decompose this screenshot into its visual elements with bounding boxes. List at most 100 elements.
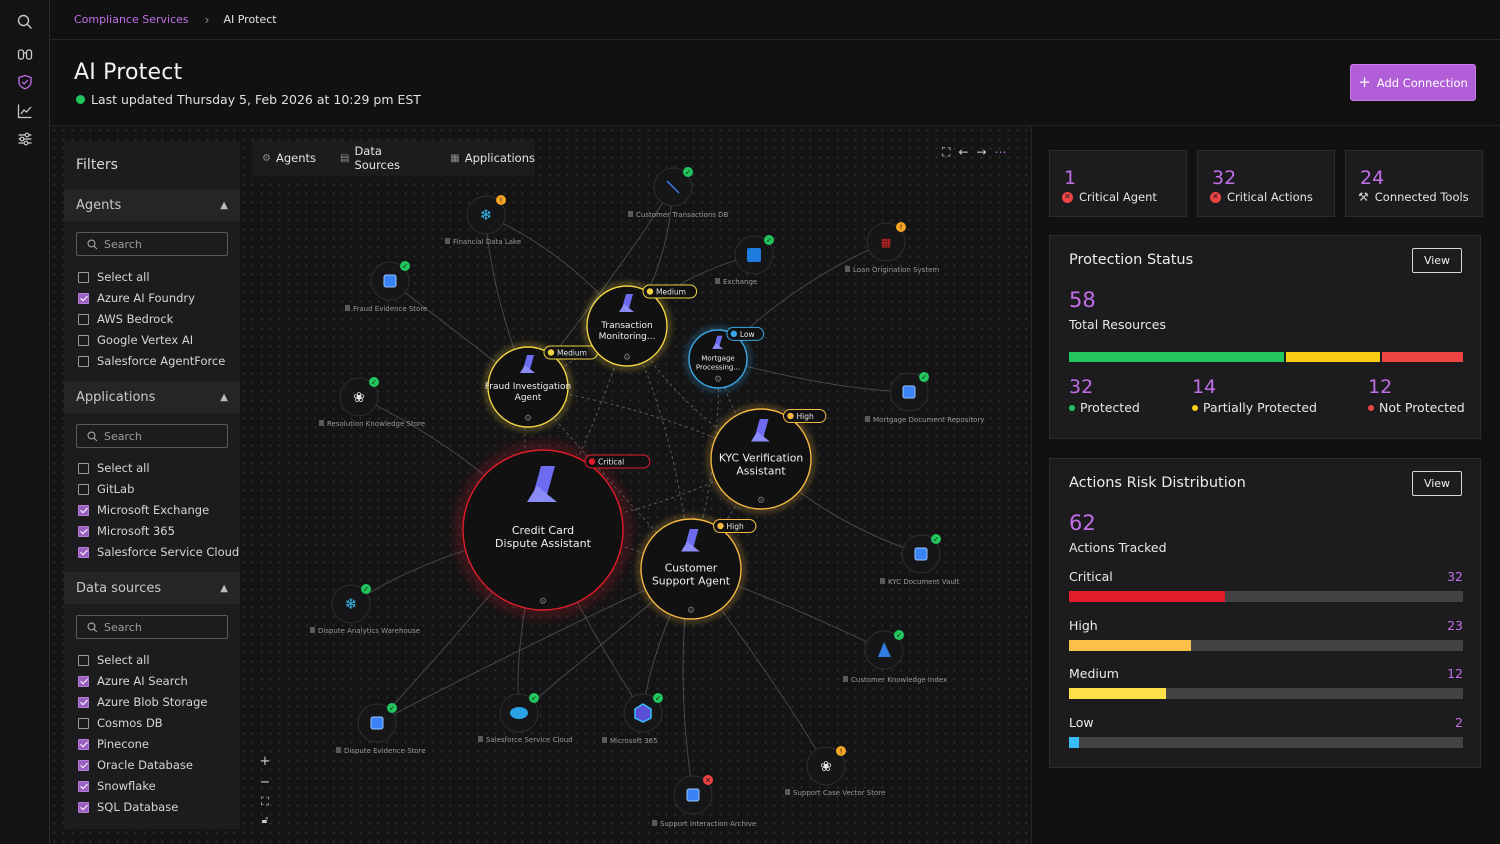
search-icon <box>87 621 98 632</box>
resource-node[interactable]: ❄ ✓ Dispute Analytics Warehouse <box>310 584 420 635</box>
checkbox-checked-icon[interactable] <box>78 292 89 304</box>
agent-glow <box>583 282 671 370</box>
filter-option[interactable]: Select all <box>78 269 150 285</box>
filter-option[interactable]: AWS Bedrock <box>78 311 173 327</box>
agent-node-circle <box>462 449 624 611</box>
resource-node[interactable]: ✓ Microsoft 365 <box>602 693 663 745</box>
resource-node[interactable]: ❀ ✓ Resolution Knowledge Store <box>319 377 425 428</box>
risk-badge-label: Low <box>740 330 755 339</box>
resource-node[interactable]: ✓ KYC Document Vault <box>880 534 960 586</box>
resource-node[interactable]: ❄! Financial Data Lake <box>445 195 521 246</box>
resource-node[interactable]: ✓ Salesforce Service Cloud <box>478 693 573 744</box>
filter-option[interactable]: Azure AI Foundry <box>78 290 195 306</box>
agent-name-line: Credit Card <box>512 524 574 537</box>
status-badge <box>529 693 539 703</box>
filter-option[interactable]: Oracle Database <box>78 757 193 773</box>
filter-option[interactable]: Azure Blob Storage <box>78 694 207 710</box>
binoculars-icon[interactable] <box>14 43 36 65</box>
filter-option-label: Salesforce Service Cloud <box>97 545 240 559</box>
filter-option[interactable]: Salesforce AgentForce <box>78 353 225 369</box>
arrow-left-icon[interactable]: ← <box>958 145 969 159</box>
checkbox-icon[interactable] <box>78 462 89 474</box>
resource-node[interactable]: ✓ Fraud Evidence Store <box>345 261 427 313</box>
lock-icon[interactable]: 🔓︎ <box>261 814 269 826</box>
more-icon[interactable]: ⋯ <box>994 145 1007 159</box>
data-sources-search-input[interactable]: Search <box>76 615 228 639</box>
applications-search-input[interactable]: Search <box>76 424 228 448</box>
checkbox-icon[interactable] <box>78 654 89 666</box>
data-sources-section-header[interactable]: Data sources ▲ <box>64 572 240 604</box>
filter-option[interactable]: Select all <box>78 460 150 476</box>
filter-option[interactable]: Azure AI Search <box>78 673 188 689</box>
filter-option[interactable]: Microsoft 365 <box>78 523 175 539</box>
applications-search-placeholder: Search <box>104 429 142 443</box>
resource-node[interactable]: ❀! Support Case Vector Store <box>785 746 885 797</box>
salesforce-icon <box>510 707 528 719</box>
tab-data-sources[interactable]: ▤ Data Sources <box>340 144 426 172</box>
arrow-right-icon[interactable]: → <box>976 145 987 159</box>
search-icon[interactable] <box>14 11 36 33</box>
blob-icon <box>383 274 397 288</box>
tab-applications[interactable]: ▦ Applications <box>450 151 535 165</box>
risk-view-button[interactable]: View <box>1412 471 1462 496</box>
checkbox-icon[interactable] <box>78 334 89 346</box>
resource-node[interactable]: ▦! Loan Origination System <box>845 222 939 274</box>
filter-option[interactable]: Google Vertex AI <box>78 332 193 348</box>
agents-section-header[interactable]: Agents ▲ <box>64 189 240 221</box>
resource-node[interactable]: ✓ Dispute Evidence Store <box>336 703 426 755</box>
checkbox-checked-icon[interactable] <box>78 696 89 708</box>
checkbox-icon[interactable] <box>78 271 89 283</box>
search-icon <box>87 430 98 441</box>
resource-node[interactable]: ✕ Support Interaction Archive <box>652 775 756 828</box>
filter-option[interactable]: Salesforce Service Cloud <box>78 544 239 560</box>
checkbox-checked-icon[interactable] <box>78 738 89 750</box>
zoom-in-icon[interactable]: + <box>259 754 271 769</box>
sliders-icon[interactable] <box>14 128 36 150</box>
filter-option[interactable]: GitLab <box>78 481 134 497</box>
filter-option[interactable]: Microsoft Exchange <box>78 502 209 518</box>
checkbox-checked-icon[interactable] <box>78 780 89 792</box>
database-icon <box>345 305 350 311</box>
checkbox-checked-icon[interactable] <box>78 525 89 537</box>
filter-option[interactable]: SQL Database <box>78 799 178 815</box>
tab-agents[interactable]: ⚙ Agents <box>262 151 316 165</box>
checkbox-checked-icon[interactable] <box>78 801 89 813</box>
add-connection-button[interactable]: + Add Connection <box>1350 64 1476 101</box>
filter-option[interactable]: Cosmos DB <box>78 715 163 731</box>
applications-section-header[interactable]: Applications ▲ <box>64 381 240 413</box>
checkbox-icon[interactable] <box>78 313 89 325</box>
agents-search-input[interactable]: Search <box>76 232 228 256</box>
breadcrumb-parent-link[interactable]: Compliance Services <box>74 13 189 26</box>
checkbox-icon[interactable] <box>78 355 89 367</box>
checkbox-checked-icon[interactable] <box>78 546 89 558</box>
checkbox-icon[interactable] <box>78 717 89 729</box>
resource-node[interactable]: ✓ Mortgage Document Repository <box>865 372 984 424</box>
filter-option[interactable]: Pinecone <box>78 736 149 752</box>
filter-option[interactable]: Snowflake <box>78 778 156 794</box>
resource-node[interactable]: ✓ Customer Knowledge Index <box>843 630 947 684</box>
resource-node-circle <box>331 584 371 624</box>
chart-icon[interactable] <box>14 100 36 122</box>
protected-stat: 32 Protected <box>1069 376 1140 415</box>
zoom-out-icon[interactable]: − <box>259 774 271 790</box>
fit-view-icon[interactable]: ⛶ <box>942 144 951 159</box>
last-updated: Last updated Thursday 5, Feb 2026 at 10:… <box>76 92 421 107</box>
filter-option[interactable]: Select all <box>78 652 150 668</box>
checkbox-checked-icon[interactable] <box>78 675 89 687</box>
checkbox-checked-icon[interactable] <box>78 504 89 516</box>
checkbox-checked-icon[interactable] <box>78 759 89 771</box>
shield-icon[interactable] <box>14 71 36 93</box>
resource-node[interactable]: ✓ Exchange <box>715 235 774 286</box>
protection-view-button[interactable]: View <box>1412 248 1462 273</box>
fit-screen-icon[interactable]: ⛶ <box>261 795 269 809</box>
status-glyph: ✓ <box>402 263 408 271</box>
checkbox-icon[interactable] <box>78 483 89 495</box>
resource-node[interactable]: ✓ Customer Transactions DB <box>628 167 729 219</box>
